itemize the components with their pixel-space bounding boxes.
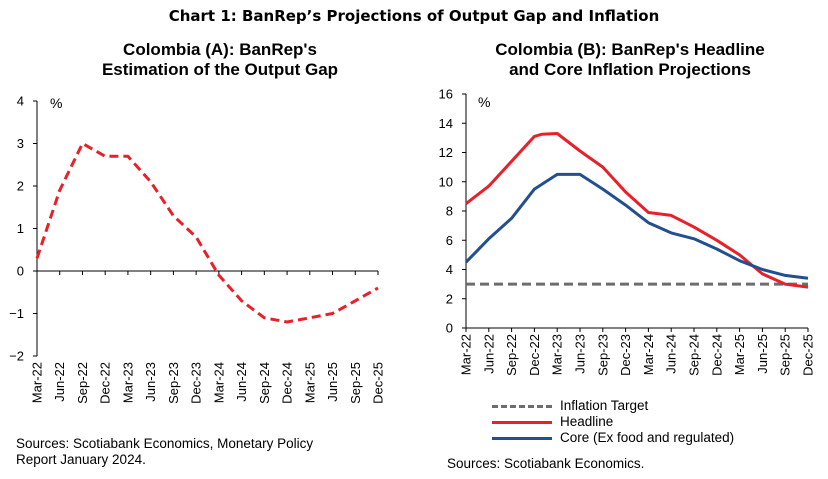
chart-b-source-line-1: Sources: Scotiabank Economics. (447, 456, 645, 471)
y-tick-label: 0 (446, 321, 453, 336)
x-tick-label: Dec-25 (801, 334, 816, 376)
series-line-headline (465, 132, 809, 289)
y-tick-label: 0 (17, 264, 24, 279)
chart-a-title-line-1: Colombia (A): BanRep's (123, 40, 317, 59)
x-tick-label: Jun-23 (143, 362, 158, 402)
unit-label: % (478, 94, 490, 110)
x-tick-label: Jun-24 (664, 334, 679, 374)
x-tick-label: Sep-23 (166, 362, 181, 404)
unit-label: % (50, 95, 62, 111)
x-tick-label: Sep-25 (348, 362, 363, 404)
x-tick-label: Mar-25 (732, 334, 747, 375)
y-tick-label: 8 (446, 204, 453, 219)
x-tick-label: Dec-23 (618, 334, 633, 376)
legend-swatch-core (492, 437, 552, 440)
chart-b-legend: Inflation Target Headline Core (Ex food … (492, 398, 734, 446)
legend-item-core: Core (Ex food and regulated) (492, 430, 734, 446)
legend-swatch-inflation-target (492, 405, 552, 408)
series-line-output-gap (35, 142, 379, 324)
series-line-core-ex-food-and-regulated (464, 172, 809, 280)
legend-swatch-headline (492, 421, 552, 424)
y-tick-label: 1 (17, 221, 24, 236)
chart-a-source: Sources: Scotiabank Economics, Monetary … (16, 436, 396, 468)
y-tick-label: 4 (17, 94, 24, 109)
x-tick-label: Dec-24 (709, 334, 724, 376)
y-tick-label: −1 (9, 306, 24, 321)
x-tick-label: Jun-25 (325, 362, 340, 402)
y-tick-label: 10 (439, 174, 453, 189)
x-tick-label: Dec-22 (98, 362, 113, 404)
y-tick-label: 2 (446, 291, 453, 306)
x-tick-label: Mar-22 (459, 334, 474, 375)
chart-a-source-line-1: Sources: Scotiabank Economics, Monetary … (16, 436, 314, 451)
x-tick-label: Jun-23 (573, 334, 588, 374)
main-title: Chart 1: BanRep’s Projections of Output … (168, 7, 660, 25)
y-tick-label: 2 (17, 179, 24, 194)
x-tick-label: Mar-23 (120, 362, 135, 403)
chart-a: −2 −1 0 1 2 3 4 Mar-22 Jun-22 Sep-22 Dec-22 Mar-23 J… (9, 94, 385, 404)
legend-item-headline: Headline (492, 414, 734, 430)
y-tick-label: 6 (446, 233, 453, 248)
chart-b-title: Colombia (B): BanRep's Headline and Core… (440, 40, 820, 80)
x-tick-label: Jun-22 (481, 334, 496, 374)
x-tick-label: Jun-22 (52, 362, 67, 402)
x-tick-label: Dec-24 (280, 362, 295, 404)
y-tick-label: 4 (446, 262, 453, 277)
y-tick-label: 3 (17, 136, 24, 151)
x-tick-label: Dec-25 (371, 362, 386, 404)
x-tick-label: Sep-24 (687, 334, 702, 376)
x-tick-label: Sep-23 (595, 334, 610, 376)
x-tick-label: Mar-23 (550, 334, 565, 375)
x-tick-label: Mar-24 (211, 362, 226, 403)
x-tick-label: Jun-25 (755, 334, 770, 374)
legend-label-core: Core (Ex food and regulated) (560, 430, 735, 445)
x-tick-label: Jun-24 (234, 362, 249, 402)
x-tick-label: Sep-25 (778, 334, 793, 376)
x-tick-label: Mar-22 (30, 362, 45, 403)
x-tick-label: Sep-22 (504, 334, 519, 376)
legend-item-inflation-target: Inflation Target (492, 398, 734, 414)
chart-b-source: Sources: Scotiabank Economics. (447, 456, 827, 472)
legend-label-inflation-target: Inflation Target (560, 398, 649, 413)
chart-a-source-line-2: Report January 2024. (16, 452, 146, 467)
y-tick-label: −2 (9, 349, 24, 364)
x-tick-label: Sep-24 (257, 362, 272, 404)
x-tick-label: Mar-25 (302, 362, 317, 403)
y-tick-label: 16 (439, 87, 453, 102)
x-tick-label: Dec-23 (189, 362, 204, 404)
chart-b-title-line-2: and Core Inflation Projections (509, 60, 751, 79)
x-tick-label: Sep-22 (75, 362, 90, 404)
chart-a-title-line-2: Estimation of the Output Gap (101, 60, 339, 79)
chart-b-title-line-1: Colombia (B): BanRep's Headline (495, 40, 765, 59)
legend-label-headline: Headline (560, 414, 614, 429)
chart-a-title: Colombia (A): BanRep's Estimation of the… (40, 40, 400, 80)
y-tick-label: 12 (439, 145, 453, 160)
x-tick-label: Dec-22 (527, 334, 542, 376)
y-tick-label: 14 (439, 116, 453, 131)
chart-b: 0 2 4 6 8 10 12 14 16 Mar-22 Jun-22 Sep-22 Dec-22 Mar… (439, 87, 816, 376)
x-tick-label: Mar-24 (641, 334, 656, 375)
